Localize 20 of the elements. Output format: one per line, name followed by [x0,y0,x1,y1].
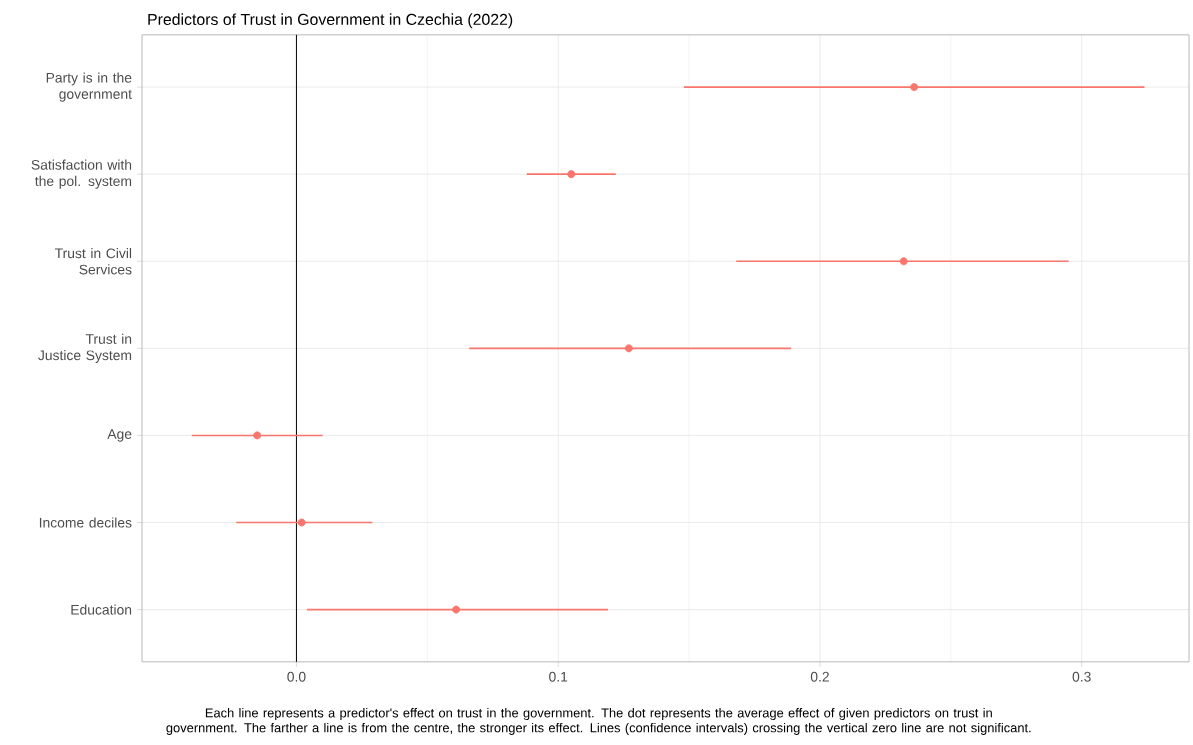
x-tick-label: 0.0 [287,671,306,682]
y-tick-label: Satisfaction with the pol. system [31,159,132,189]
y-tick-label: Party is in the government [46,72,132,102]
y-tick-label: Age [107,428,132,442]
point [452,605,461,614]
text: Each line represents a predictor's effect on trust in the government. The dot represents the average effect of given predictors on trust in government. The farther a line is from the centre, the stronger its effect. Lines (confidence intervals) crossing the vertical zero line are not significant. [166,707,1031,735]
point [899,257,908,265]
point [910,82,919,91]
y-tick-label: Trust in Civil Services [54,247,132,275]
y-tick-label: Trust in Justice System [38,333,132,363]
x-tick-label: 0.3 [1072,671,1091,682]
point [253,431,262,440]
x-tick-label: 0.1 [549,671,568,682]
chart-title: Predictors of Trust in Government in Czechia (2022) [148,13,513,28]
point [297,518,306,527]
x-tick-label: 0.2 [810,671,829,682]
y-tick-label: Education [71,604,132,615]
point [567,169,576,178]
y-tick-label: Income deciles [39,517,132,528]
point [624,344,633,353]
